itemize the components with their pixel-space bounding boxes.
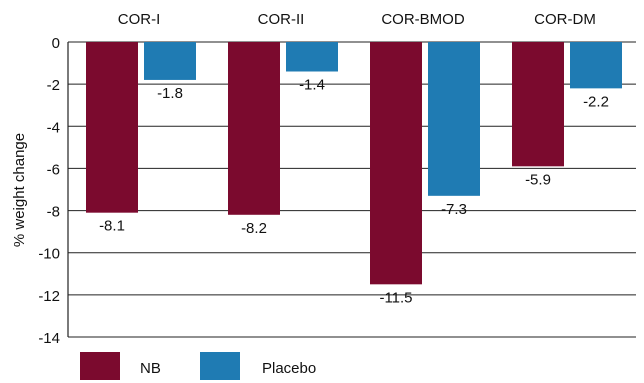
bars — [86, 42, 622, 285]
bar-nb — [512, 42, 564, 167]
y-tick-label: -12 — [38, 288, 60, 305]
value-labels: -8.1 -1.8 -8.2 -1.4 -11.5 -7.3 -5.9 -2.2 — [99, 77, 609, 307]
bar-placebo — [428, 42, 480, 196]
legend-label-nb: NB — [140, 360, 161, 377]
bar-placebo — [144, 42, 196, 80]
y-tick-label: -10 — [38, 246, 60, 263]
value-label-placebo: -7.3 — [441, 201, 467, 218]
legend-swatch-placebo — [200, 352, 240, 380]
category-label: COR-BMOD — [381, 11, 464, 28]
value-label-placebo: -1.4 — [299, 77, 325, 94]
value-label-nb: -8.1 — [99, 218, 125, 235]
y-tick-label: -2 — [47, 77, 60, 94]
legend-label-placebo: Placebo — [262, 360, 316, 377]
value-label-placebo: -1.8 — [157, 85, 183, 102]
value-label-nb: -5.9 — [525, 171, 551, 188]
category-labels: COR-I COR-II COR-BMOD COR-DM — [118, 11, 596, 28]
bar-nb — [86, 42, 138, 213]
bar-placebo — [570, 42, 622, 89]
y-tick-label: -6 — [47, 161, 60, 178]
value-label-placebo: -2.2 — [583, 93, 609, 110]
bar-nb — [228, 42, 280, 215]
bar-nb — [370, 42, 422, 285]
y-axis-title: % weight change — [11, 133, 28, 247]
y-tick-label: -14 — [38, 330, 60, 347]
value-label-nb: -11.5 — [379, 289, 412, 306]
y-tick-label: -4 — [47, 119, 60, 136]
legend-swatch-nb — [80, 352, 120, 380]
bar-placebo — [286, 42, 338, 72]
category-label: COR-DM — [534, 11, 596, 28]
category-label: COR-I — [118, 11, 161, 28]
y-axis: 0 -2 -4 -6 -8 -10 -12 -14 — [38, 35, 69, 347]
category-label: COR-II — [258, 11, 305, 28]
value-label-nb: -8.2 — [241, 220, 267, 237]
y-tick-label: 0 — [52, 35, 60, 52]
legend: NB Placebo — [80, 352, 316, 380]
gridlines — [68, 41, 636, 338]
y-tick-label: -8 — [47, 204, 60, 221]
